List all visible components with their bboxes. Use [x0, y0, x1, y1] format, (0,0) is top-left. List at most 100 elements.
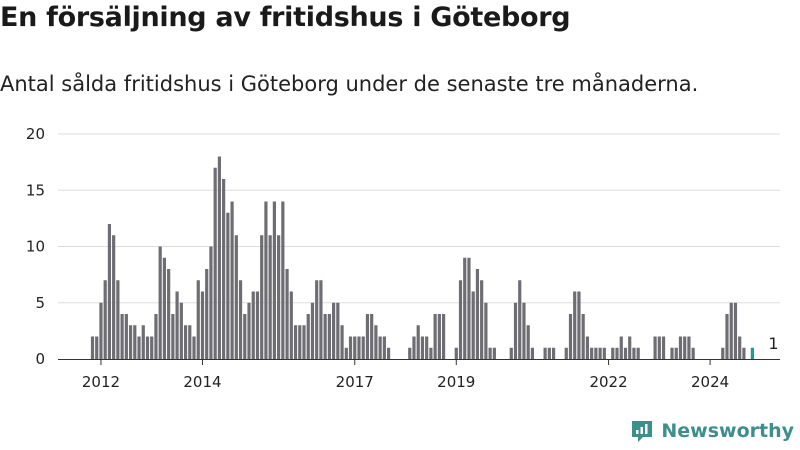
- bar: [332, 302, 336, 359]
- bar: [729, 302, 733, 359]
- bar: [234, 235, 238, 359]
- bar: [670, 347, 674, 359]
- bar: [581, 314, 585, 359]
- bar: [577, 291, 581, 359]
- bar: [268, 235, 272, 359]
- bar: [678, 336, 683, 359]
- bar: [733, 302, 738, 359]
- bar: [95, 336, 99, 359]
- bar: [298, 325, 302, 359]
- bar: [454, 347, 458, 359]
- bar: [247, 302, 251, 359]
- bar: [543, 347, 547, 359]
- bar: [116, 280, 120, 359]
- y-tick-label: 0: [35, 350, 45, 368]
- x-tick-label: 2019: [437, 373, 475, 391]
- bar: [458, 280, 463, 359]
- bar: [526, 325, 530, 359]
- bar: [171, 314, 175, 359]
- bar: [124, 314, 128, 359]
- bar: [107, 224, 112, 359]
- bar: [628, 336, 632, 359]
- bar: [120, 314, 124, 359]
- bar: [463, 257, 467, 359]
- bar: [408, 347, 412, 359]
- bar: [264, 201, 268, 359]
- bar: [323, 314, 327, 359]
- bar-highlight: [750, 347, 754, 359]
- bar: [725, 314, 729, 359]
- x-tick-label: 2012: [82, 373, 120, 391]
- bar: [374, 325, 378, 359]
- bar: [742, 347, 746, 359]
- bar: [387, 347, 391, 359]
- bar: [585, 336, 590, 359]
- bar: [90, 336, 95, 359]
- bar: [209, 246, 213, 359]
- bar: [103, 280, 107, 359]
- bar: [99, 302, 103, 359]
- bar: [200, 291, 205, 359]
- bar: [205, 269, 209, 359]
- bar: [357, 336, 361, 359]
- bar: [509, 347, 513, 359]
- bar: [230, 201, 234, 359]
- bar: [188, 325, 192, 359]
- bar: [272, 201, 276, 359]
- bar: [319, 280, 323, 359]
- bar: [420, 336, 425, 359]
- bar: [467, 257, 471, 359]
- bar: [255, 291, 260, 359]
- bar: [293, 325, 298, 359]
- bar: [564, 347, 568, 359]
- bar: [738, 336, 742, 359]
- bar: [657, 336, 661, 359]
- bar: [425, 336, 429, 359]
- bar: [619, 336, 623, 359]
- bar: [251, 291, 255, 359]
- x-tick-label: 2024: [691, 373, 729, 391]
- data-label: 1: [768, 334, 778, 353]
- bar: [602, 347, 606, 359]
- bar: [361, 336, 365, 359]
- bar: [573, 291, 577, 359]
- bar: [217, 156, 221, 359]
- bar: [437, 314, 441, 359]
- brand-name: Newsworthy: [661, 420, 794, 442]
- bar: [615, 347, 619, 359]
- bar: [513, 302, 518, 359]
- bar: [310, 302, 315, 359]
- bar: [327, 314, 331, 359]
- bar: [522, 302, 526, 359]
- bar: [471, 291, 475, 359]
- bar: [167, 269, 171, 359]
- y-tick-label: 20: [26, 125, 45, 143]
- bar: [547, 347, 551, 359]
- bar: [683, 336, 687, 359]
- bar: [315, 280, 319, 359]
- bar: [192, 336, 196, 359]
- bar: [238, 280, 243, 359]
- newsworthy-logo: Newsworthy: [629, 418, 794, 444]
- bar: [721, 347, 725, 359]
- bar: [281, 201, 285, 359]
- bar: [137, 336, 141, 359]
- bar: [412, 336, 416, 359]
- bar: [370, 314, 374, 359]
- bar: [611, 347, 615, 359]
- bar: [179, 302, 183, 359]
- bar: [213, 167, 217, 359]
- bar: [653, 336, 657, 359]
- bar: [429, 347, 433, 359]
- bar: [530, 347, 535, 359]
- bar: [150, 336, 154, 359]
- bar: [133, 325, 137, 359]
- bar: [475, 269, 480, 359]
- bar: [277, 235, 281, 359]
- bar: [289, 291, 293, 359]
- bar: [590, 347, 594, 359]
- bar: [687, 336, 691, 359]
- bar: [484, 302, 488, 359]
- bar: [661, 336, 666, 359]
